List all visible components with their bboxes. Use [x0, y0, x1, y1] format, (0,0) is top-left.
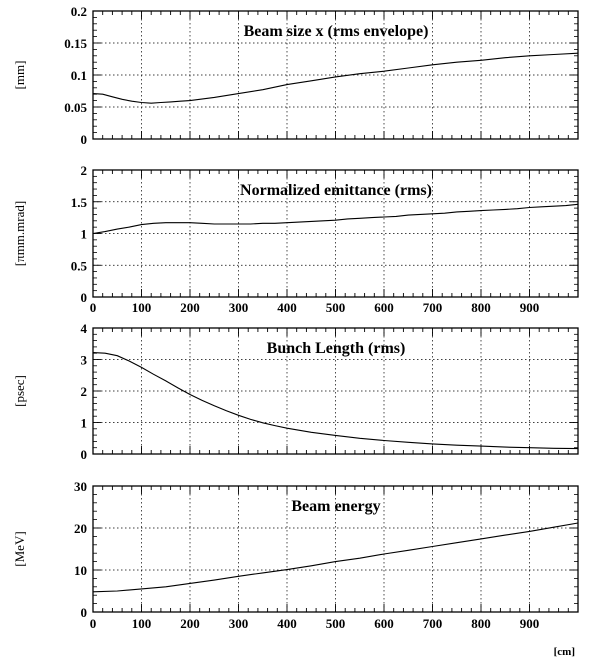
y-tick-label: 2	[81, 384, 88, 399]
y-tick-label: 3	[81, 353, 88, 368]
x-tick-label: 900	[520, 300, 540, 315]
x-tick-label: 600	[374, 300, 394, 315]
chart-title: Bunch Length (rms)	[267, 340, 406, 357]
chart-title: Beam energy	[291, 498, 380, 515]
y-tick-label: 0.2	[71, 4, 87, 19]
y-tick-label: 1	[81, 227, 88, 242]
x-tick-label: 200	[180, 300, 200, 315]
x-tick-label: 800	[471, 616, 491, 631]
x-tick-label: 200	[180, 616, 200, 631]
x-tick-label: 500	[326, 300, 346, 315]
y-tick-label: 1	[81, 416, 88, 431]
y-tick-label: 0.05	[64, 100, 87, 115]
chart-title: Normalized emittance (rms)	[240, 182, 432, 199]
chart-panel-1: 0 0.05 0.1 0.15 0.2 [mm] Beam size x (rms enve…	[12, 4, 579, 147]
x-tick-label: 0	[90, 616, 97, 631]
x-tick-label: 100	[132, 616, 152, 631]
chart-panel-2: 0 0.5 1 1.5 2 0 100 200 300 400 500 600 700 800 900 [πm…	[12, 163, 579, 315]
y-tick-label: 0	[81, 447, 88, 462]
x-tick-label: 900	[520, 616, 540, 631]
y-tick-label: 30	[74, 479, 87, 494]
y-tick-label: 0.15	[64, 36, 87, 51]
chart-title: Beam size x (rms envelope)	[244, 23, 429, 40]
x-tick-label: 0	[90, 300, 97, 315]
y-tick-label: 0	[81, 290, 88, 305]
x-tick-label: 300	[229, 616, 249, 631]
y-axis-label: [πmm.mrad]	[12, 201, 27, 266]
series-line-1	[92, 522, 579, 593]
series-line-1	[92, 352, 579, 450]
x-tick-label: 300	[229, 300, 249, 315]
y-tick-label: 10	[74, 563, 87, 578]
y-tick-label: 0.1	[71, 68, 87, 83]
y-tick-label: 2	[81, 163, 88, 178]
x-tick-label: 700	[423, 300, 443, 315]
x-tick-label: 600	[374, 616, 394, 631]
y-tick-label: 0	[81, 132, 88, 147]
x-tick-label: 700	[423, 616, 443, 631]
series-line-1	[92, 203, 579, 235]
y-axis-label: [psec]	[12, 375, 27, 407]
y-tick-label: 4	[81, 321, 88, 336]
x-tick-label: 400	[277, 616, 297, 631]
x-tick-label: 400	[277, 300, 297, 315]
x-tick-label: 100	[132, 300, 152, 315]
x-tick-label: 800	[471, 300, 491, 315]
x-unit-label: [cm]	[554, 646, 575, 658]
x-tick-label: 500	[326, 616, 346, 631]
y-axis-label: [MeV]	[12, 531, 27, 566]
y-tick-label: 0	[81, 605, 88, 620]
chart-panel-3: 0 1 2 3 4 [psec] Bunch Length (rms)	[12, 321, 579, 462]
y-tick-label: 20	[74, 521, 87, 536]
y-axis-label: [mm]	[12, 61, 27, 90]
series-line-1	[92, 52, 579, 104]
y-tick-label: 0.5	[71, 258, 88, 273]
y-tick-label: 1.5	[71, 195, 88, 210]
